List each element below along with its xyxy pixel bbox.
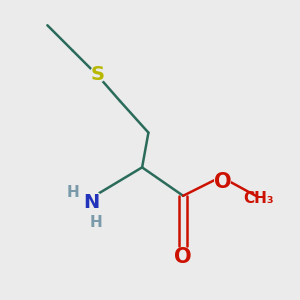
Circle shape <box>90 66 106 82</box>
Text: O: O <box>214 172 231 192</box>
Text: N: N <box>83 193 100 211</box>
Text: CH₃: CH₃ <box>244 191 274 206</box>
Text: H: H <box>90 215 103 230</box>
Circle shape <box>80 191 103 213</box>
Circle shape <box>215 172 230 188</box>
Text: S: S <box>91 65 105 84</box>
Text: O: O <box>174 248 192 267</box>
Circle shape <box>175 248 191 264</box>
Text: H: H <box>66 185 79 200</box>
